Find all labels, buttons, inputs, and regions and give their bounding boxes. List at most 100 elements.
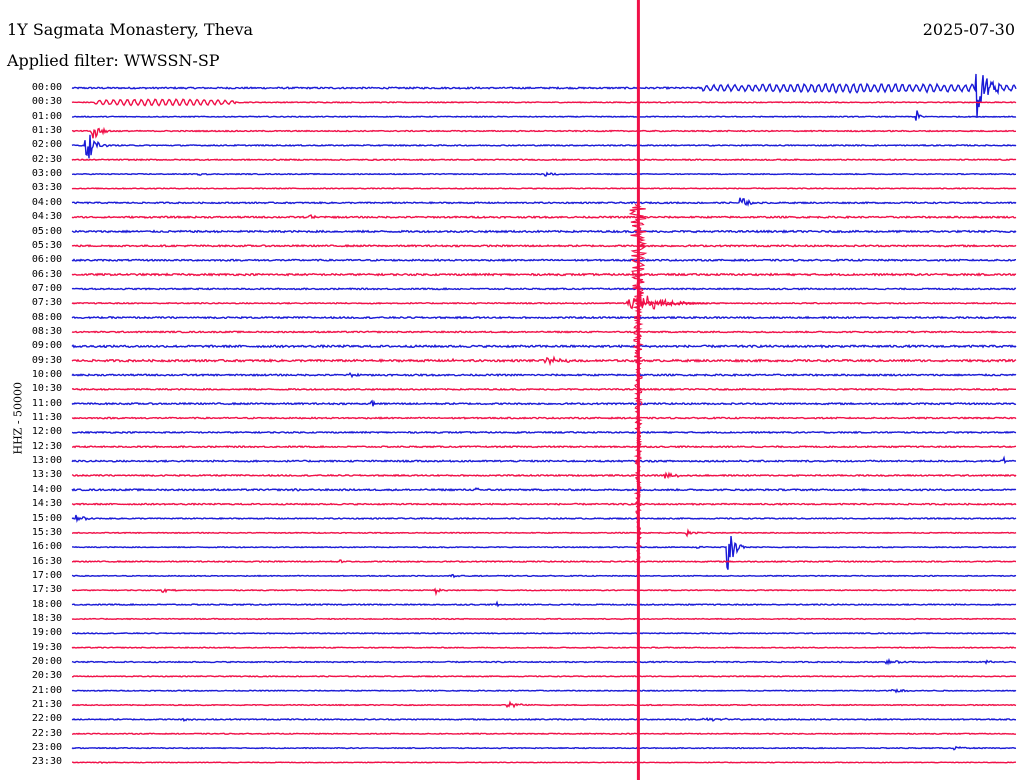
trace-row-17:00 bbox=[71, 573, 1017, 579]
row-time-label: 23:00 bbox=[31, 742, 62, 754]
trace-row-13:00 bbox=[71, 455, 1017, 465]
trace-row-23:30 bbox=[71, 761, 1017, 764]
trace-row-04:30 bbox=[71, 214, 1017, 220]
trace-row-14:30 bbox=[71, 502, 1017, 506]
trace-row-00:30 bbox=[71, 98, 1017, 107]
row-time-label: 02:30 bbox=[31, 153, 62, 165]
trace-row-19:00 bbox=[71, 631, 1017, 635]
row-time-label: 15:30 bbox=[31, 526, 62, 538]
row-time-label: 05:30 bbox=[31, 239, 62, 251]
trace-row-16:00 bbox=[71, 535, 1017, 570]
trace-row-08:00 bbox=[71, 315, 1017, 320]
row-time-label: 19:30 bbox=[31, 641, 62, 653]
row-time-label: 09:30 bbox=[31, 354, 62, 366]
trace-row-07:00 bbox=[71, 287, 1017, 291]
trace-row-13:30 bbox=[71, 471, 1017, 479]
row-time-label: 01:30 bbox=[31, 125, 62, 137]
trace-row-21:00 bbox=[71, 688, 1017, 694]
trace-row-22:00 bbox=[71, 717, 1017, 722]
trace-row-01:00 bbox=[71, 110, 1017, 121]
row-time-label: 22:00 bbox=[31, 713, 62, 725]
row-time-label: 20:30 bbox=[31, 670, 62, 682]
trace-row-20:30 bbox=[71, 675, 1017, 678]
row-time-label: 12:30 bbox=[31, 440, 62, 452]
row-time-label: 08:30 bbox=[31, 325, 62, 337]
event-coda bbox=[628, 203, 648, 565]
trace-row-08:30 bbox=[71, 330, 1017, 334]
row-time-label: 15:00 bbox=[31, 512, 62, 524]
trace-row-12:00 bbox=[71, 430, 1017, 435]
row-time-label: 06:00 bbox=[31, 254, 62, 266]
trace-row-11:30 bbox=[71, 416, 1017, 420]
row-time-label: 11:30 bbox=[31, 412, 62, 424]
row-time-label: 04:30 bbox=[31, 211, 62, 223]
trace-row-03:00 bbox=[71, 171, 1017, 177]
trace-row-18:00 bbox=[71, 600, 1017, 608]
trace-row-15:00 bbox=[71, 514, 1017, 523]
row-time-label: 14:00 bbox=[31, 483, 62, 495]
row-time-label: 17:00 bbox=[31, 569, 62, 581]
row-time-label: 18:30 bbox=[31, 612, 62, 624]
row-time-label: 07:30 bbox=[31, 297, 62, 309]
trace-row-07:30 bbox=[71, 297, 1017, 310]
large-event-spike bbox=[628, 0, 648, 780]
row-time-label: 00:00 bbox=[31, 82, 62, 93]
trace-row-23:00 bbox=[71, 745, 1017, 751]
trace-row-21:30 bbox=[71, 700, 1017, 709]
trace-row-03:30 bbox=[71, 187, 1017, 190]
row-time-label: 23:30 bbox=[31, 756, 62, 768]
trace-row-19:30 bbox=[71, 646, 1017, 649]
trace-row-06:00 bbox=[71, 258, 1017, 263]
row-time-label: 07:00 bbox=[31, 282, 62, 294]
row-time-label: 05:00 bbox=[31, 225, 62, 237]
row-time-label: 13:30 bbox=[31, 469, 62, 481]
event-coda-trail bbox=[637, 292, 708, 313]
row-time-label: 22:30 bbox=[31, 727, 62, 739]
row-time-label: 03:30 bbox=[31, 182, 62, 194]
trace-row-18:30 bbox=[71, 617, 1017, 621]
row-time-label: 04:00 bbox=[31, 196, 62, 208]
trace-row-15:30 bbox=[71, 528, 1017, 538]
row-time-label: 13:00 bbox=[31, 455, 62, 467]
trace-row-20:00 bbox=[71, 657, 1017, 666]
row-time-label: 16:30 bbox=[31, 555, 62, 567]
trace-row-11:00 bbox=[71, 399, 1017, 407]
trace-row-09:30 bbox=[71, 355, 1017, 367]
trace-row-14:00 bbox=[71, 487, 1017, 492]
trace-row-09:00 bbox=[71, 344, 1017, 349]
trace-row-05:00 bbox=[71, 229, 1017, 234]
row-time-label: 03:00 bbox=[31, 168, 62, 180]
trace-row-10:30 bbox=[71, 387, 1017, 392]
trace-row-12:30 bbox=[72, 444, 1017, 449]
row-time-label: 00:30 bbox=[31, 96, 62, 108]
row-time-label: 02:00 bbox=[31, 139, 62, 151]
row-time-label: 10:30 bbox=[31, 383, 62, 395]
trace-row-00:00 bbox=[71, 73, 1017, 118]
row-time-label: 21:30 bbox=[31, 699, 62, 711]
row-time-label: 08:00 bbox=[31, 311, 62, 323]
trace-row-06:30 bbox=[71, 272, 1017, 277]
trace-row-17:30 bbox=[71, 587, 1017, 597]
row-time-label: 18:00 bbox=[31, 598, 62, 610]
row-time-label: 12:00 bbox=[31, 426, 62, 438]
trace-row-22:30 bbox=[71, 732, 1017, 736]
trace-row-16:30 bbox=[71, 559, 1017, 564]
chart-title: 1Y Sagmata Monastery, Theva bbox=[7, 20, 254, 39]
chart-date: 2025-07-30 bbox=[922, 20, 1015, 39]
row-time-label: 11:00 bbox=[31, 397, 62, 409]
row-time-label: 19:00 bbox=[31, 627, 62, 639]
row-time-label: 06:30 bbox=[31, 268, 62, 280]
trace-row-02:30 bbox=[71, 158, 1017, 162]
trace-row-01:30 bbox=[71, 126, 1017, 139]
trace-row-02:00 bbox=[71, 134, 1017, 159]
row-time-label: 10:00 bbox=[31, 369, 62, 380]
row-time-label: 16:00 bbox=[31, 541, 62, 553]
row-time-label: 09:00 bbox=[31, 340, 62, 352]
filter-label: Applied filter: WWSSN-SP bbox=[7, 51, 220, 70]
row-time-label: 21:00 bbox=[31, 684, 62, 696]
row-time-label: 14:30 bbox=[31, 498, 62, 510]
row-time-label: 20:00 bbox=[31, 656, 62, 667]
trace-row-04:00 bbox=[71, 197, 1017, 207]
row-time-label: 01:00 bbox=[31, 110, 62, 122]
